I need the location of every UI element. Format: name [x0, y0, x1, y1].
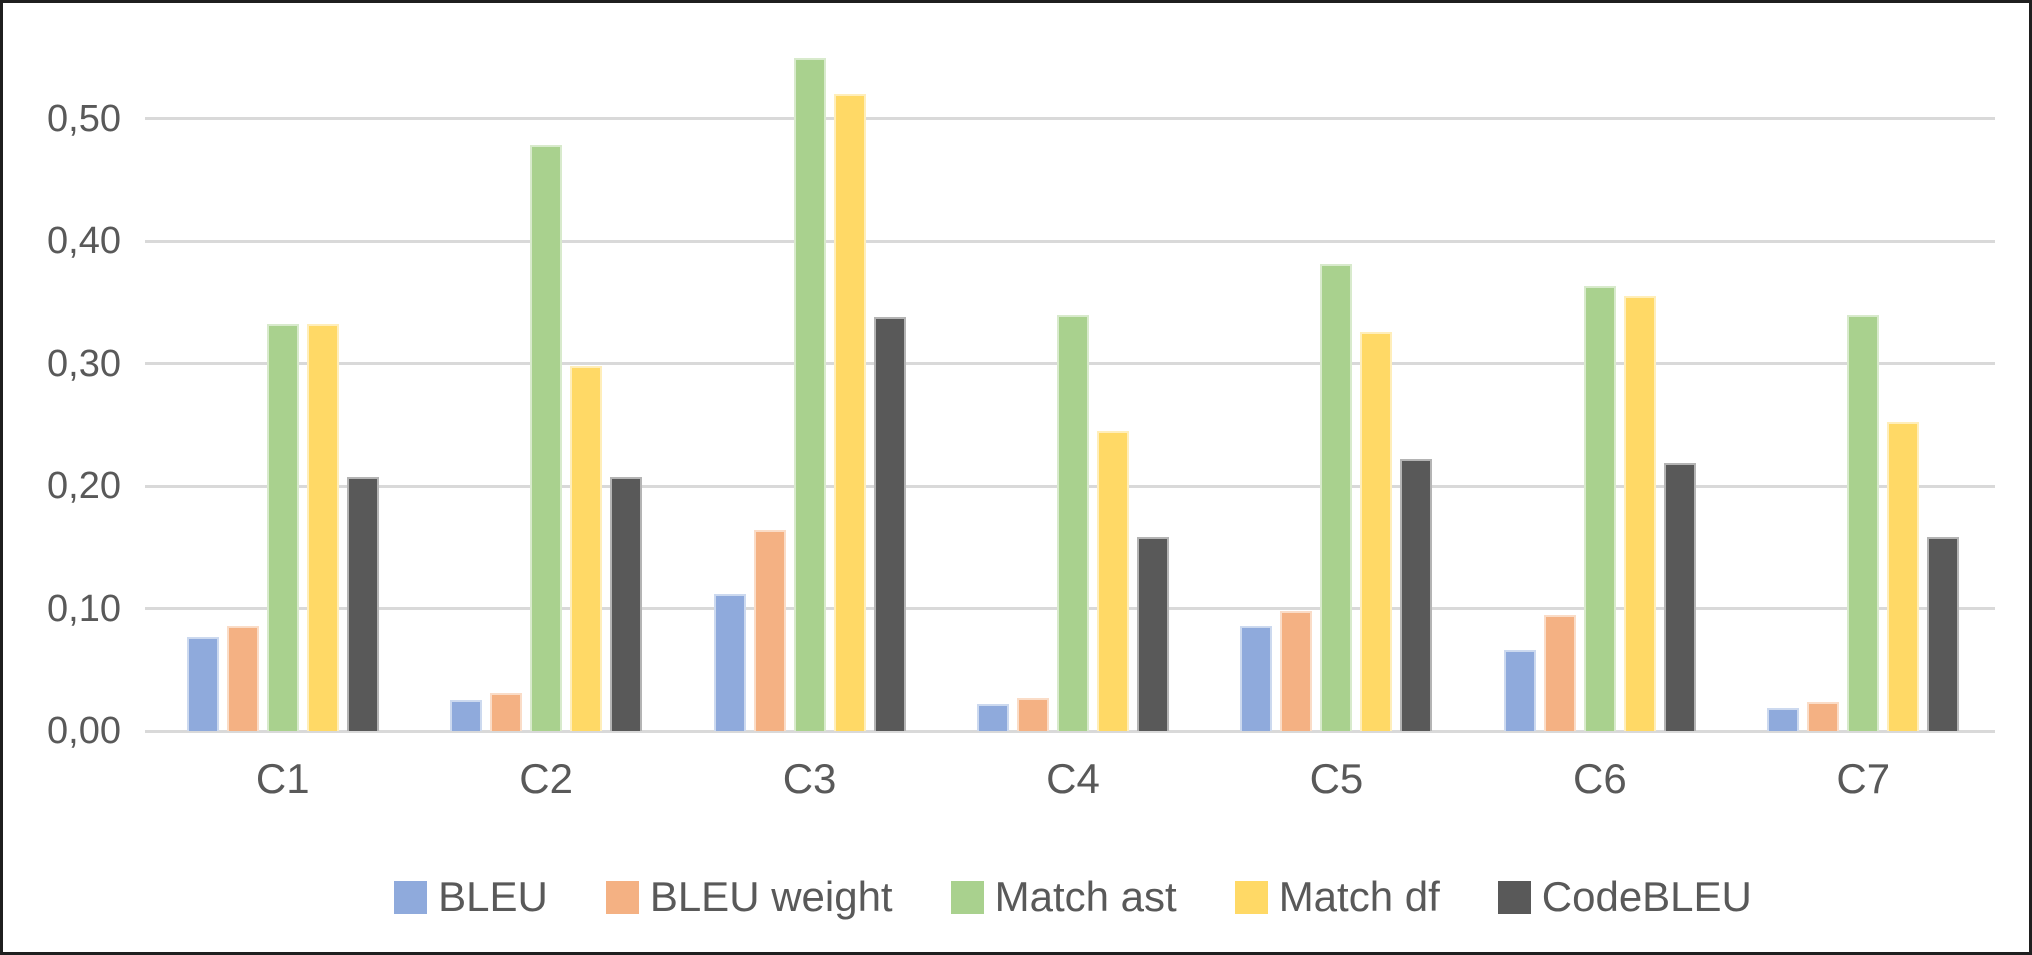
bar-c6-bleu	[1503, 650, 1536, 731]
bar-c5-bleu	[1240, 625, 1273, 731]
bar-c6-codebleu	[1663, 462, 1696, 731]
bar-c6-match-df	[1623, 296, 1656, 731]
bar-c7-codebleu	[1927, 537, 1960, 731]
legend-swatch-icon	[1234, 880, 1268, 914]
bar-c7-match-ast	[1847, 314, 1880, 731]
legend-label: Match df	[1278, 873, 1440, 920]
bar-c4-codebleu	[1136, 537, 1169, 731]
bar-c4-match-ast	[1056, 314, 1089, 731]
bar-c7-bleu	[1767, 707, 1800, 731]
y-axis-tick-label: 0,40	[47, 220, 121, 262]
legend-label: Match ast	[994, 873, 1177, 920]
gridline	[145, 239, 1995, 243]
legend-swatch-icon	[950, 880, 984, 914]
gridline	[145, 729, 1995, 733]
bar-c3-bleu	[713, 593, 746, 731]
bar-c2-match-df	[570, 365, 603, 731]
bar-group-c2	[414, 11, 677, 731]
bar-c4-bleu	[976, 704, 1009, 731]
plot-area	[145, 11, 1995, 733]
bar-c4-match-df	[1096, 430, 1129, 731]
legend-item-codebleu: CodeBLEU	[1497, 873, 1752, 920]
y-axis-tick-label: 0,50	[47, 97, 121, 140]
bar-c2-match-ast	[530, 145, 563, 731]
bar-group-c1	[151, 11, 414, 731]
bar-c1-match-df	[306, 324, 339, 731]
bar-c3-codebleu	[873, 316, 906, 731]
bar-c4-bleu-weight	[1016, 697, 1049, 731]
gridline	[145, 117, 1995, 120]
legend-swatch-icon	[605, 880, 639, 914]
bar-c6-match-ast	[1583, 286, 1616, 731]
bar-group-c3	[678, 11, 941, 731]
x-axis-category-label: C1	[255, 755, 310, 802]
legend-swatch-icon	[394, 880, 428, 914]
bar-group-c4	[941, 11, 1204, 731]
legend-label: CodeBLEU	[1541, 873, 1752, 920]
bar-c1-bleu	[186, 636, 219, 731]
bar-c5-match-df	[1360, 331, 1393, 731]
legend-item-bleu-weight: BLEU weight	[605, 873, 893, 920]
x-axis-category-label: C4	[1046, 755, 1100, 802]
x-axis-category-label: C6	[1573, 755, 1627, 802]
x-axis-category-label: C7	[1836, 755, 1891, 802]
bar-c5-codebleu	[1400, 459, 1433, 731]
chart-legend: BLEU BLEU weight Match ast Match df CodeBLEU	[151, 875, 1995, 919]
bar-c1-match-ast	[266, 324, 299, 731]
legend-item-bleu: BLEU	[394, 875, 548, 919]
y-axis-tick-label: 0,30	[47, 342, 121, 385]
bar-c6-bleu-weight	[1543, 614, 1576, 731]
y-axis-tick-label: 0,10	[47, 587, 121, 630]
legend-label: BLEU	[438, 873, 548, 920]
bar-group-c5	[1205, 11, 1468, 731]
bar-group-c6	[1468, 11, 1731, 731]
bar-c7-match-df	[1887, 422, 1920, 731]
bar-c3-bleu-weight	[753, 530, 786, 731]
legend-item-match-ast: Match ast	[950, 873, 1177, 920]
legend-swatch-icon	[1497, 880, 1531, 914]
bar-c2-codebleu	[610, 477, 643, 731]
bar-c2-bleu-weight	[490, 693, 523, 731]
bar-c5-bleu-weight	[1280, 610, 1313, 731]
y-axis-tick-label: 0,20	[47, 465, 121, 507]
bar-c2-bleu	[450, 700, 483, 731]
x-axis-category-label: C5	[1309, 755, 1364, 802]
bar-group-c7	[1732, 11, 1995, 731]
bar-c7-bleu-weight	[1807, 701, 1840, 731]
bar-c1-bleu-weight	[226, 625, 259, 731]
legend-item-match-df: Match df	[1234, 873, 1440, 920]
x-axis-category-label: C2	[519, 755, 573, 802]
bar-c3-match-df	[833, 94, 866, 731]
bar-c1-codebleu	[346, 477, 379, 731]
y-axis-tick-label: 0,00	[47, 710, 121, 752]
x-axis-category-label: C3	[782, 755, 837, 802]
legend-label: BLEU weight	[649, 873, 893, 920]
bar-c5-match-ast	[1320, 264, 1353, 731]
bar-c3-match-ast	[793, 58, 826, 731]
